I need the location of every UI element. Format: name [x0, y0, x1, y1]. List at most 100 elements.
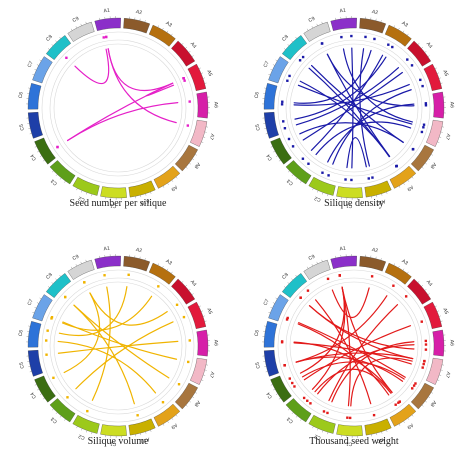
- scale-tick: [291, 278, 293, 281]
- scale-tick: [195, 154, 197, 156]
- chromosome-label-c7: C7: [262, 60, 270, 69]
- qtl-marker: [65, 56, 68, 60]
- scale-tick: [175, 414, 178, 417]
- grid-ring: [289, 43, 419, 173]
- scale-tick: [201, 379, 204, 381]
- scale-tick: [39, 59, 42, 62]
- scale-tick: [55, 174, 58, 177]
- chromosome-label-a5: A5: [205, 69, 213, 77]
- scale-tick: [440, 131, 443, 133]
- synteny-link: [326, 53, 391, 157]
- scale-tick: [71, 28, 73, 31]
- scale-tick: [34, 384, 37, 386]
- synteny-link: [75, 321, 174, 390]
- chromosome-label-c2: C2: [313, 433, 321, 441]
- scale-tick: [29, 371, 32, 373]
- chromosome-label-c5: C5: [255, 123, 262, 131]
- chromosome-label-a9: A9: [406, 184, 415, 193]
- chromosome-segment-a2: [359, 256, 386, 272]
- chromosome-label-c4: C4: [29, 153, 38, 162]
- qtl-marker: [392, 284, 395, 287]
- chromosome-segment-a7: [190, 357, 208, 385]
- chromosome-label-a10: A10: [140, 198, 150, 206]
- scale-tick: [36, 302, 39, 304]
- scale-tick: [166, 30, 169, 33]
- scale-tick: [191, 55, 194, 57]
- synteny-link: [301, 361, 405, 380]
- chromosome-label-c3: C3: [286, 178, 295, 187]
- chromosome-segment-a5: [423, 63, 443, 91]
- chromosome-label-a2: A2: [135, 9, 142, 16]
- scale-tick: [411, 414, 414, 417]
- scale-tick: [275, 155, 278, 157]
- chromosome-segment-c4: [34, 137, 56, 165]
- qtl-marker: [340, 35, 343, 39]
- scale-tick: [437, 310, 440, 312]
- chromosome-segment-c1: [336, 424, 363, 437]
- qtl-marker: [397, 401, 400, 404]
- synteny-link: [295, 356, 404, 382]
- chromosome-label-c7: C7: [262, 298, 270, 307]
- chromosome-segment-c6: [263, 321, 278, 348]
- chromosome-segment-a6: [432, 91, 445, 119]
- qtl-marker: [373, 37, 376, 41]
- chromosome-label-c1: C1: [346, 440, 353, 446]
- chromosome-label-a6: A6: [213, 340, 219, 347]
- synteny-link: [303, 325, 412, 381]
- chromosome-label-a1: A1: [339, 8, 346, 15]
- qtl-marker: [291, 381, 294, 385]
- scale-tick: [171, 33, 173, 36]
- chromosome-segment-c5: [27, 112, 43, 139]
- scale-tick: [32, 312, 35, 314]
- scale-tick: [402, 268, 405, 271]
- scale-tick: [204, 131, 207, 133]
- scale-tick: [195, 392, 197, 394]
- qtl-marker: [299, 296, 302, 299]
- chromosome-segment-a10: [364, 180, 392, 198]
- scale-tick: [439, 374, 442, 376]
- grid-ring: [53, 43, 183, 173]
- scale-tick: [434, 67, 437, 69]
- chromosome-label-a5: A5: [441, 307, 449, 315]
- scale-tick: [428, 158, 431, 161]
- chromosome-segment-a4: [171, 40, 196, 67]
- synteny-link: [315, 121, 412, 156]
- chromosome-segment-a3: [384, 24, 412, 47]
- chromosome-segment-a10: [364, 418, 392, 436]
- grid-ring: [49, 39, 187, 177]
- scale-tick: [421, 166, 424, 169]
- scale-tick: [273, 388, 276, 391]
- scale-tick: [202, 77, 205, 79]
- scale-tick: [321, 21, 323, 24]
- qtl-marker: [183, 79, 186, 82]
- qtl-marker: [182, 315, 186, 319]
- qtl-marker: [50, 317, 53, 320]
- grid-ring: [277, 269, 431, 423]
- scale-tick: [407, 271, 409, 274]
- synteny-link: [61, 295, 153, 331]
- qtl-marker: [286, 79, 289, 82]
- qtl-marker: [372, 413, 376, 417]
- chromosome-segment-c6: [27, 83, 42, 110]
- chromosome-segment-c5: [263, 350, 279, 377]
- chromosome-segment-c8: [46, 273, 72, 298]
- scale-tick: [327, 432, 329, 435]
- chromosome-segment-a7: [190, 119, 208, 147]
- qtl-marker: [371, 176, 374, 179]
- qtl-marker: [45, 339, 48, 342]
- scale-tick: [80, 261, 82, 264]
- scale-tick: [189, 162, 191, 165]
- scale-tick: [270, 384, 273, 386]
- qtl-marker: [188, 100, 191, 103]
- scale-tick: [398, 265, 400, 268]
- scale-tick: [145, 431, 147, 434]
- scale-tick: [287, 408, 290, 411]
- scale-tick: [381, 193, 383, 196]
- qtl-marker: [346, 416, 349, 419]
- qtl-marker: [283, 364, 286, 367]
- chromosome-segment-a2: [359, 18, 386, 34]
- scale-tick: [162, 265, 164, 268]
- scale-tick: [204, 369, 207, 371]
- scale-tick: [398, 185, 401, 188]
- scale-tick: [439, 136, 442, 138]
